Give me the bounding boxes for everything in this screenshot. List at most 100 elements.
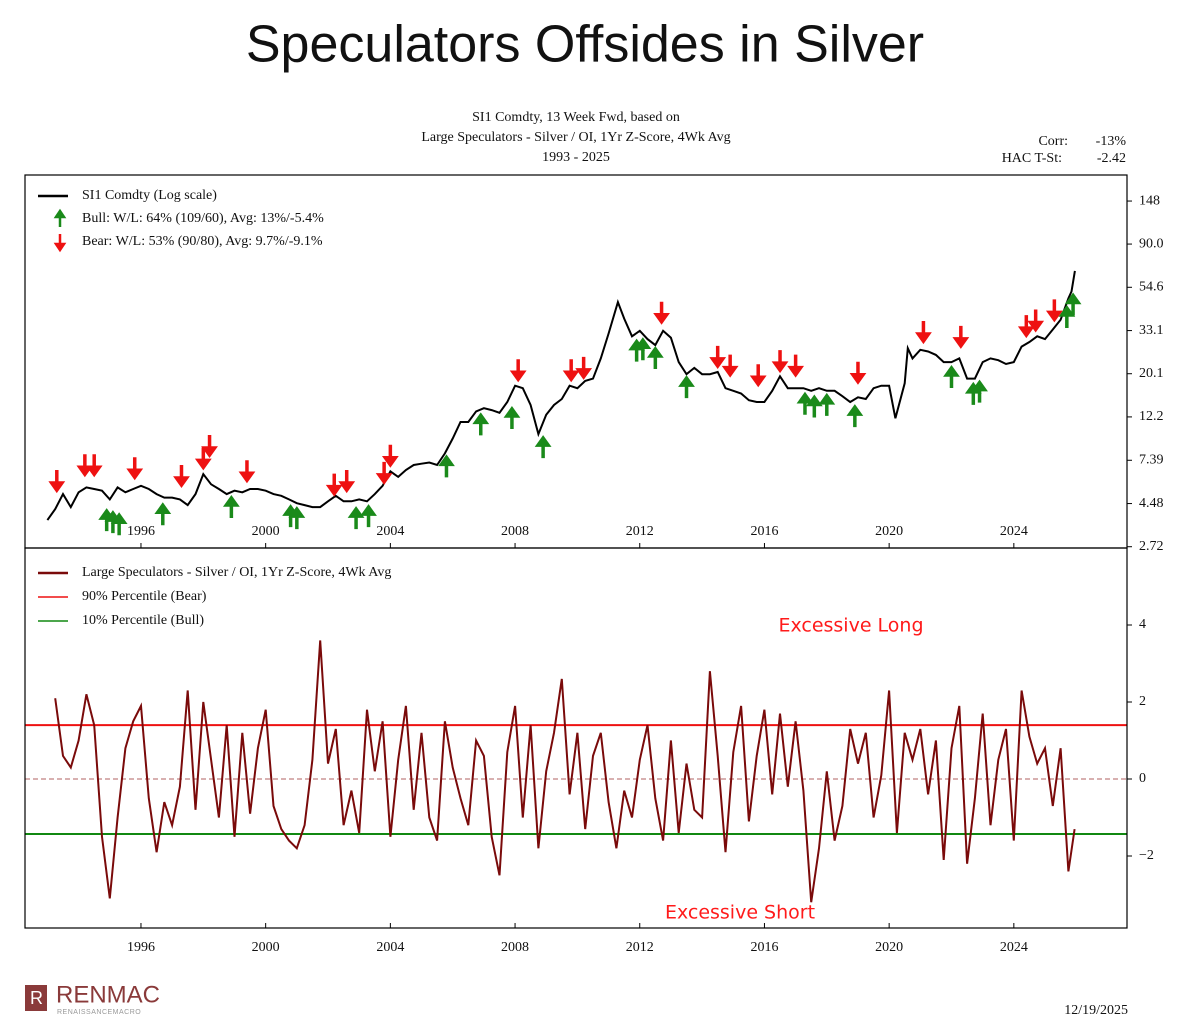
logo-icon	[25, 985, 47, 1011]
bear-arrow	[749, 364, 767, 388]
bull-arrow	[1064, 292, 1082, 316]
bull-arrow	[347, 506, 365, 530]
brand-tagline: RENAISSANCEMACRO	[57, 1009, 141, 1016]
logo: R RENMAC RENAISSANCEMACRO	[25, 981, 160, 1016]
y-tick-label: 2	[1139, 694, 1146, 709]
bull-arrow	[805, 394, 823, 418]
bull-arrow	[846, 404, 864, 428]
bull-arrow	[818, 392, 836, 416]
bear-arrow	[653, 301, 670, 325]
x-tick-label: 2008	[501, 524, 529, 539]
bear-arrow	[787, 354, 805, 378]
bull-arrow	[154, 502, 172, 526]
bull-arrow	[1058, 305, 1076, 329]
bear-arrow	[721, 354, 739, 378]
legend-label: Bear: W/L: 53% (90/80), Avg: 9.7%/-9.1%	[82, 234, 323, 249]
bull-arrow	[472, 412, 490, 436]
subtitle: Large Speculators - Silver / OI, 1Yr Z-S…	[421, 130, 730, 145]
bear-arrow	[1017, 315, 1035, 339]
x-tick-label: 2016	[750, 524, 778, 539]
x-tick-label: 2004	[376, 524, 404, 539]
bull-arrow	[222, 495, 240, 519]
bear-arrow	[575, 356, 593, 380]
bear-arrow	[238, 460, 256, 484]
x-tick-label: 2000	[252, 940, 280, 955]
logo-letter: R	[30, 988, 43, 1008]
y-tick-label: 148	[1139, 193, 1160, 208]
stat-value: -13%	[1096, 134, 1127, 149]
y-tick-label: 90.0	[1139, 236, 1164, 251]
bear-arrow	[509, 359, 527, 383]
legend-label: 90% Percentile (Bear)	[82, 589, 207, 604]
y-tick-label: 33.1	[1139, 323, 1164, 338]
legend-label: Large Speculators - Silver / OI, 1Yr Z-S…	[82, 565, 391, 580]
legend-label: 10% Percentile (Bull)	[82, 613, 204, 628]
legend-swatch	[53, 234, 67, 253]
bull-arrow	[646, 346, 664, 370]
y-tick-label: −2	[1139, 848, 1154, 863]
bear-arrow	[1045, 299, 1063, 323]
bear-arrow	[173, 465, 190, 489]
y-tick-label: 12.2	[1139, 409, 1164, 424]
x-tick-label: 1996	[127, 940, 155, 955]
data-line	[46, 270, 1076, 521]
x-tick-label: 2024	[1000, 524, 1028, 539]
bear-arrow	[201, 434, 218, 459]
annotation: Excessive Long	[778, 615, 923, 637]
x-tick-label: 2012	[626, 524, 654, 539]
bear-arrow	[709, 345, 727, 369]
bull-arrow	[288, 506, 306, 530]
bull-arrow	[110, 512, 128, 536]
bear-arrow	[325, 473, 343, 497]
x-tick-label: 2004	[376, 940, 404, 955]
bull-arrow	[438, 454, 455, 478]
bear-arrow	[771, 350, 789, 374]
y-tick-label: 54.6	[1139, 280, 1164, 295]
bull-arrow	[503, 405, 521, 430]
y-tick-label: 4.48	[1139, 496, 1164, 511]
bull-arrow	[634, 337, 652, 361]
x-tick-label: 2020	[875, 524, 903, 539]
plot-frame	[24, 547, 1128, 929]
subtitle: 1993 - 2025	[542, 150, 610, 165]
bear-arrow	[126, 457, 144, 481]
bear-arrow	[338, 470, 356, 494]
date: 12/19/2025	[1064, 1003, 1128, 1017]
legend-label: Bull: W/L: 64% (109/60), Avg: 13%/-5.4%	[82, 211, 324, 226]
bear-arrow	[562, 359, 580, 383]
bull-arrow	[360, 504, 377, 528]
bear-arrow	[952, 325, 970, 349]
x-tick-label: 2020	[875, 940, 903, 955]
x-tick-label: 2008	[501, 940, 529, 955]
stat-value: -2.42	[1097, 151, 1126, 166]
bear-arrow	[48, 470, 66, 494]
y-tick-label: 0	[1139, 771, 1146, 786]
x-tick-label: 1996	[127, 524, 155, 539]
x-tick-label: 2000	[252, 524, 280, 539]
bear-arrow	[915, 321, 932, 345]
x-tick-label: 2024	[1000, 940, 1028, 955]
bull-arrow	[971, 379, 988, 403]
page-title: Speculators Offsides in Silver	[246, 16, 924, 74]
x-tick-label: 2016	[750, 940, 778, 955]
bull-arrow	[678, 375, 695, 399]
stat-label: HAC T-St:	[1002, 151, 1062, 166]
bull-arrow	[534, 435, 552, 459]
bull-arrow	[796, 391, 814, 415]
y-tick-label: 7.39	[1139, 452, 1164, 467]
y-tick-label: 4	[1139, 617, 1146, 632]
bear-arrow	[76, 454, 94, 478]
bear-arrow	[381, 444, 399, 468]
legend-label: SI1 Comdty (Log scale)	[82, 188, 217, 203]
bear-arrow	[375, 461, 393, 485]
annotation: Excessive Short	[665, 902, 815, 924]
plot-frame	[24, 174, 1128, 549]
stat-label: Corr:	[1038, 134, 1068, 149]
legend-swatch	[53, 208, 67, 227]
data-line	[54, 640, 1076, 903]
y-tick-label: 2.72	[1139, 539, 1164, 554]
bear-arrow	[85, 454, 103, 478]
brand: RENMAC	[56, 981, 160, 1008]
bear-arrow	[849, 361, 867, 385]
